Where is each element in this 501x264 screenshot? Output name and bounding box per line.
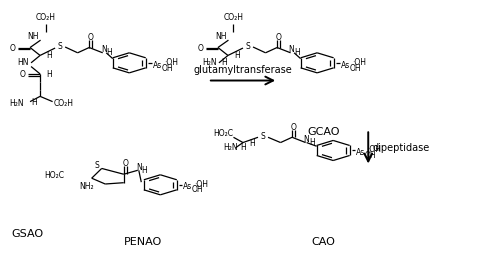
- Text: CO₂H: CO₂H: [36, 13, 56, 22]
- Text: As: As: [183, 182, 192, 191]
- Text: dipeptidase: dipeptidase: [372, 143, 429, 153]
- Text: CO₂H: CO₂H: [54, 99, 74, 108]
- Text: HN: HN: [18, 58, 29, 67]
- Text: N: N: [304, 135, 310, 144]
- Text: GCAO: GCAO: [307, 127, 339, 137]
- Text: OH: OH: [191, 185, 203, 194]
- Text: OH: OH: [349, 64, 361, 73]
- Text: S: S: [58, 43, 63, 51]
- Text: PENAO: PENAO: [124, 237, 162, 247]
- Text: H: H: [234, 51, 240, 60]
- Text: N: N: [101, 45, 107, 54]
- Text: H: H: [309, 138, 315, 147]
- Text: O: O: [10, 44, 16, 53]
- Text: H: H: [47, 51, 52, 60]
- Text: O: O: [20, 70, 26, 79]
- Text: N: N: [289, 45, 295, 54]
- Text: HO₂C: HO₂C: [44, 171, 64, 180]
- Text: O: O: [88, 33, 94, 42]
- Text: ·OH: ·OH: [164, 58, 178, 67]
- Text: OH: OH: [161, 64, 173, 73]
- Text: NH: NH: [28, 32, 39, 41]
- Text: H: H: [31, 98, 37, 107]
- Text: H: H: [47, 70, 52, 79]
- Text: H₂N: H₂N: [223, 143, 238, 152]
- Text: O: O: [276, 33, 282, 42]
- Text: H: H: [141, 166, 146, 175]
- Text: ·OH: ·OH: [194, 180, 208, 189]
- Text: H: H: [240, 143, 246, 152]
- Text: H₂N: H₂N: [202, 58, 217, 67]
- Text: CO₂H: CO₂H: [223, 13, 243, 22]
- Text: As: As: [356, 148, 365, 157]
- Text: NH: NH: [215, 32, 227, 41]
- Text: H: H: [221, 58, 227, 67]
- Text: NH₂: NH₂: [79, 182, 94, 191]
- Text: CAO: CAO: [311, 237, 335, 247]
- Text: S: S: [261, 132, 266, 141]
- Text: N: N: [136, 163, 142, 172]
- Text: H: H: [249, 139, 255, 148]
- Text: glutamyltransferase: glutamyltransferase: [193, 65, 293, 75]
- Text: As: As: [153, 61, 162, 70]
- Text: S: S: [94, 161, 99, 170]
- Text: O: O: [197, 44, 203, 53]
- Text: ·OH: ·OH: [352, 58, 366, 67]
- Text: OH: OH: [364, 151, 376, 160]
- Text: As: As: [341, 61, 350, 70]
- Text: O: O: [122, 159, 128, 168]
- Text: HO₂C: HO₂C: [213, 129, 233, 138]
- Text: GSAO: GSAO: [12, 229, 44, 239]
- Text: S: S: [245, 43, 250, 51]
- Text: ·OH: ·OH: [367, 145, 381, 154]
- Text: O: O: [291, 123, 297, 132]
- Text: H: H: [294, 48, 300, 57]
- Text: H₂N: H₂N: [10, 99, 24, 108]
- Text: H: H: [106, 48, 112, 57]
